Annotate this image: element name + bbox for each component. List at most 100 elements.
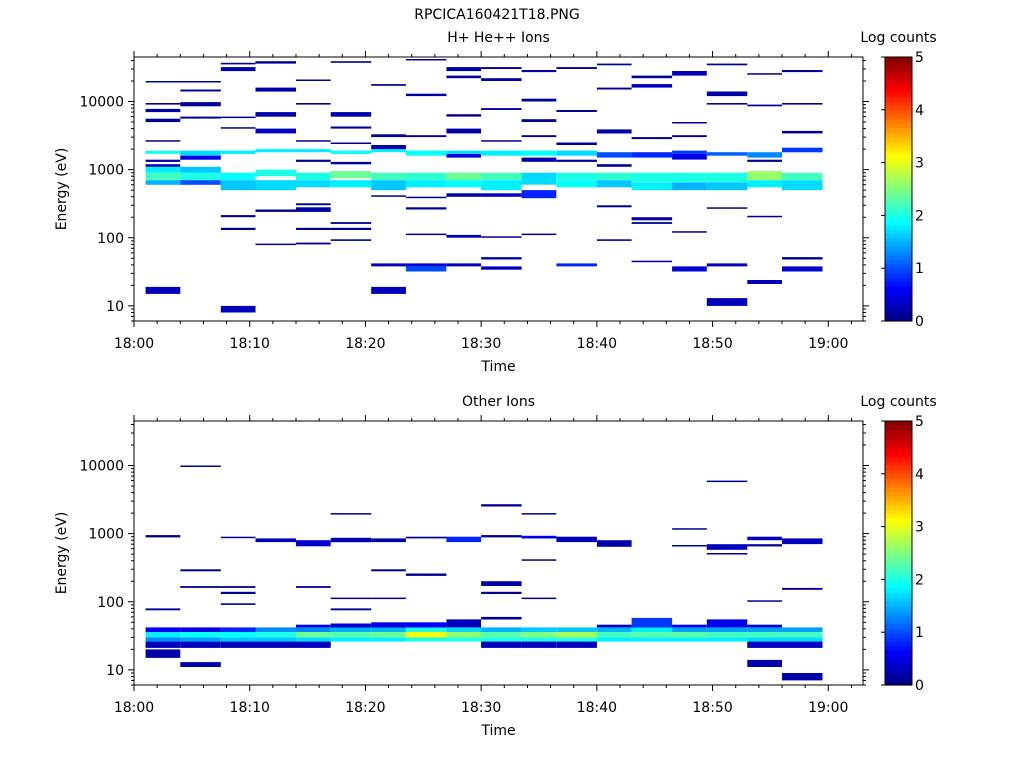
heatmap-cell (446, 632, 482, 638)
panels: 18:00 18:10 18:20 18:30 18:40 18:50 19:0010100… (54, 30, 937, 739)
colorbar-segment (885, 290, 912, 296)
heatmap-cell (747, 637, 782, 642)
heatmap-cell (521, 157, 557, 162)
heatmap-cell (446, 234, 482, 238)
heatmap-cell (145, 159, 181, 162)
heatmap-cell (521, 632, 557, 638)
heatmap-cell (481, 257, 522, 260)
heatmap-cell (556, 180, 597, 188)
heatmap-cell (405, 93, 447, 97)
heatmap-cell (220, 67, 256, 72)
colorbar-segment (885, 495, 912, 501)
colorbar-segment (885, 614, 912, 620)
colorbar-segment (885, 228, 912, 234)
heatmap-cell (481, 78, 522, 81)
heatmap-cell (521, 641, 557, 648)
heatmap-cell (556, 159, 597, 162)
colorbar-segment (885, 281, 912, 287)
heatmap-cell (296, 540, 331, 547)
heatmap-cell (330, 608, 372, 611)
heatmap-cell (371, 84, 406, 86)
heatmap-cell (631, 152, 673, 158)
heatmap-cell (481, 632, 522, 638)
heatmap-cell (330, 126, 372, 129)
heatmap-cell (782, 587, 823, 590)
panel-title: Other Ions (462, 394, 535, 410)
heatmap-cell (521, 172, 557, 185)
heatmap-cell (631, 75, 673, 79)
colorbar-segment (885, 255, 912, 260)
heatmap-cell (631, 627, 673, 632)
heatmap-cell (145, 637, 181, 642)
heatmap-cell (330, 150, 372, 154)
colorbar-segment (885, 526, 912, 532)
colorbar-segment (885, 487, 912, 492)
colorbar-segment (885, 610, 912, 616)
heatmap-cell (296, 624, 331, 628)
heatmap-cell (782, 637, 823, 642)
heatmap-cell (220, 180, 256, 191)
heatmap-cell (446, 193, 482, 197)
heatmap-cell (446, 637, 482, 642)
colorbar-segment (885, 649, 912, 655)
colorbar-segment (885, 654, 912, 660)
heatmap-cell (481, 641, 522, 648)
x-tick-label: 18:10 (230, 700, 270, 716)
heatmap-cell (521, 70, 557, 73)
heatmap-cell (596, 627, 632, 632)
heatmap-cell (371, 286, 406, 294)
colorbar-segment (885, 175, 912, 181)
heatmap-cell (481, 266, 522, 270)
heatmap-cell (672, 135, 707, 138)
heatmap-cell (371, 538, 406, 543)
heatmap-cell (747, 632, 782, 638)
heatmap-cell (145, 627, 181, 632)
heatmap-cell (330, 239, 372, 241)
heatmap-cell (220, 116, 256, 119)
heatmap-cell (481, 140, 522, 142)
heatmap-cell (405, 627, 447, 632)
heatmap-cell (446, 536, 482, 543)
x-tick-label: 18:50 (692, 336, 732, 352)
heatmap-cell (296, 632, 331, 638)
heatmap-cell (631, 617, 673, 628)
heatmap-cell (330, 632, 372, 638)
heatmap-cell (405, 59, 447, 61)
heatmap-cell (180, 102, 221, 107)
x-tick-label: 18:20 (345, 336, 385, 352)
heatmap-cells (145, 465, 823, 681)
colorbar-segment (885, 513, 912, 519)
heatmap-cell (145, 166, 181, 173)
colorbar-segment (885, 645, 912, 651)
heatmap-cell (371, 597, 406, 600)
heatmap-cell (747, 104, 782, 107)
heatmap-cell (521, 98, 557, 102)
heatmap-cell (145, 81, 181, 83)
heatmap-cell (446, 619, 482, 628)
heatmap-cell (672, 632, 707, 638)
heatmap-cell (145, 286, 181, 294)
heatmap-cell (747, 152, 782, 158)
heatmap-cell (672, 153, 707, 160)
colorbar-segment (885, 663, 912, 668)
heatmap-cell (672, 231, 707, 233)
heatmap-cell (521, 597, 557, 600)
colorbar-tick-label: 1 (915, 625, 924, 641)
heatmap-cell (481, 172, 522, 181)
colorbar-segment (885, 566, 912, 572)
heatmap-cell (481, 616, 522, 620)
heatmap-cell (330, 537, 372, 543)
heatmap-cell (255, 641, 296, 648)
heatmap-cell (481, 193, 522, 197)
colorbar-segment (885, 623, 912, 629)
heatmap-cell (782, 627, 823, 632)
heatmap-cell (706, 480, 748, 483)
heatmap-cell (255, 180, 296, 191)
heatmap-cell (180, 116, 221, 119)
colorbar-segment (885, 482, 912, 488)
heatmap-cell (521, 535, 557, 539)
x-axis-label: Time (480, 359, 515, 375)
heatmap-cell (255, 149, 296, 153)
colorbar-segment (885, 109, 912, 115)
colorbar-segment (885, 478, 912, 484)
